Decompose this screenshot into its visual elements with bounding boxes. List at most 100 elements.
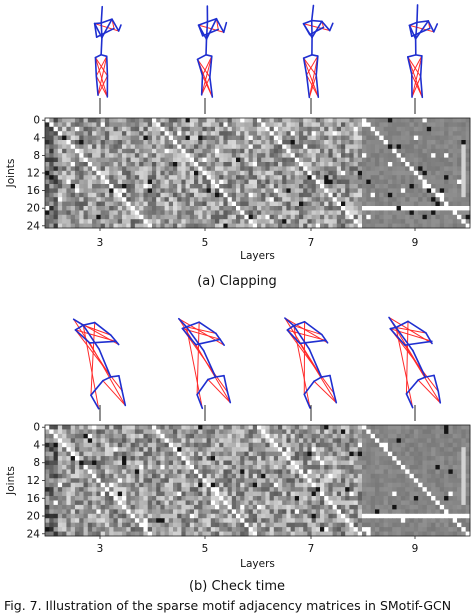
heatmap-cell [244, 126, 249, 132]
heatmap-cell [126, 504, 131, 510]
heatmap-cell [320, 135, 325, 141]
heatmap-cell [248, 184, 254, 189]
heatmap-cell [303, 487, 308, 492]
heatmap-cell [315, 210, 321, 216]
heatmap-cell [353, 442, 359, 448]
heatmap-cell [92, 482, 97, 488]
heatmap-cell [194, 118, 199, 123]
heatmap-cell [57, 447, 63, 453]
heatmap-cell [231, 433, 237, 439]
heatmap-cell [409, 469, 415, 475]
heatmap-cell [117, 210, 123, 216]
heatmap-cell [164, 469, 170, 475]
heatmap-cell [439, 219, 445, 224]
heatmap-cell [448, 456, 454, 461]
heatmap-cell [248, 451, 254, 457]
heatmap-cell [248, 210, 254, 216]
heatmap-cell [392, 464, 397, 470]
heatmap-cell [152, 487, 157, 492]
heatmap-cell [96, 522, 102, 528]
heatmap-cell [194, 478, 199, 484]
heatmap-cell [315, 518, 321, 524]
heatmap-cell [79, 442, 84, 448]
heatmap-cell [324, 201, 329, 207]
heatmap-cell [324, 478, 329, 484]
heatmap-cell [168, 469, 174, 475]
heatmap-cell [215, 219, 220, 224]
heatmap-cell [422, 162, 428, 167]
heatmap-cell [92, 126, 97, 132]
heatmap-cell [173, 118, 178, 123]
heatmap-cell [210, 500, 216, 506]
heatmap-cell [324, 170, 329, 176]
heatmap-cell [198, 433, 203, 439]
heatmap-cell [353, 170, 359, 176]
heatmap-cell [345, 122, 350, 128]
heatmap-cell [152, 201, 157, 207]
heatmap-cell [465, 460, 471, 466]
heatmap-cell [198, 531, 203, 537]
heatmap-cell [164, 425, 170, 430]
heatmap-cell [413, 460, 419, 466]
heatmap-cell [409, 162, 415, 167]
heatmap-cell [341, 438, 346, 444]
heatmap-cell [130, 144, 136, 150]
heatmap-cell [210, 429, 216, 435]
heatmap-cell [206, 153, 212, 158]
heatmap-cell [299, 192, 304, 198]
heatmap-cell [198, 223, 203, 229]
heatmap-cell [290, 464, 296, 470]
heatmap-cell [156, 438, 161, 444]
heatmap-cell [269, 210, 275, 216]
heatmap-cell [457, 170, 462, 176]
heatmap-cell [278, 460, 283, 466]
heatmap-cell [152, 210, 157, 216]
heatmap-cell [299, 126, 304, 132]
heatmap-cell [143, 223, 149, 229]
heatmap-cell [181, 460, 186, 466]
heatmap-cell [324, 214, 329, 220]
heatmap-cell [357, 144, 363, 150]
heatmap-cell [92, 144, 97, 150]
heatmap-cell [248, 170, 254, 176]
heatmap-cell [413, 170, 419, 176]
heatmap-cell [282, 135, 287, 141]
skeleton-bone [98, 348, 112, 378]
heatmap-cell [261, 522, 266, 528]
heatmap-cell [53, 188, 59, 194]
heatmap-cell [357, 491, 363, 497]
heatmap-cell [341, 473, 346, 479]
heatmap-cell [223, 527, 228, 532]
heatmap-cell [49, 188, 54, 194]
heatmap-cell [457, 482, 462, 488]
heatmap-cell [74, 473, 80, 479]
heatmap-cell [362, 162, 367, 167]
heatmap-cell [231, 214, 237, 220]
heatmap-cell [185, 442, 191, 448]
heatmap-cell [290, 438, 296, 444]
heatmap-cell [168, 513, 174, 519]
heatmap-cell [261, 473, 266, 479]
heatmap-cell [240, 491, 245, 497]
heatmap-cell [173, 170, 178, 176]
heatmap-cell [53, 513, 59, 519]
heatmap-cell [341, 496, 346, 501]
heatmap-cell [366, 223, 372, 229]
heatmap-cell [113, 469, 119, 475]
heatmap-cell [290, 188, 296, 194]
heatmap-cell [265, 442, 270, 448]
heatmap-cell [66, 464, 72, 470]
heatmap-cell [202, 513, 207, 519]
heatmap-cell [370, 473, 376, 479]
heatmap-cell [324, 487, 329, 492]
heatmap-cell [198, 513, 203, 519]
motif-edge [303, 57, 319, 98]
heatmap-cell [366, 433, 372, 439]
heatmap-cell [349, 509, 354, 515]
heatmap-cell [113, 122, 119, 128]
heatmap-cell [320, 496, 325, 501]
heatmap-cell [396, 157, 402, 163]
heatmap-cell [435, 206, 441, 211]
heatmap-cell [311, 522, 317, 528]
heatmap-cell [452, 447, 458, 453]
